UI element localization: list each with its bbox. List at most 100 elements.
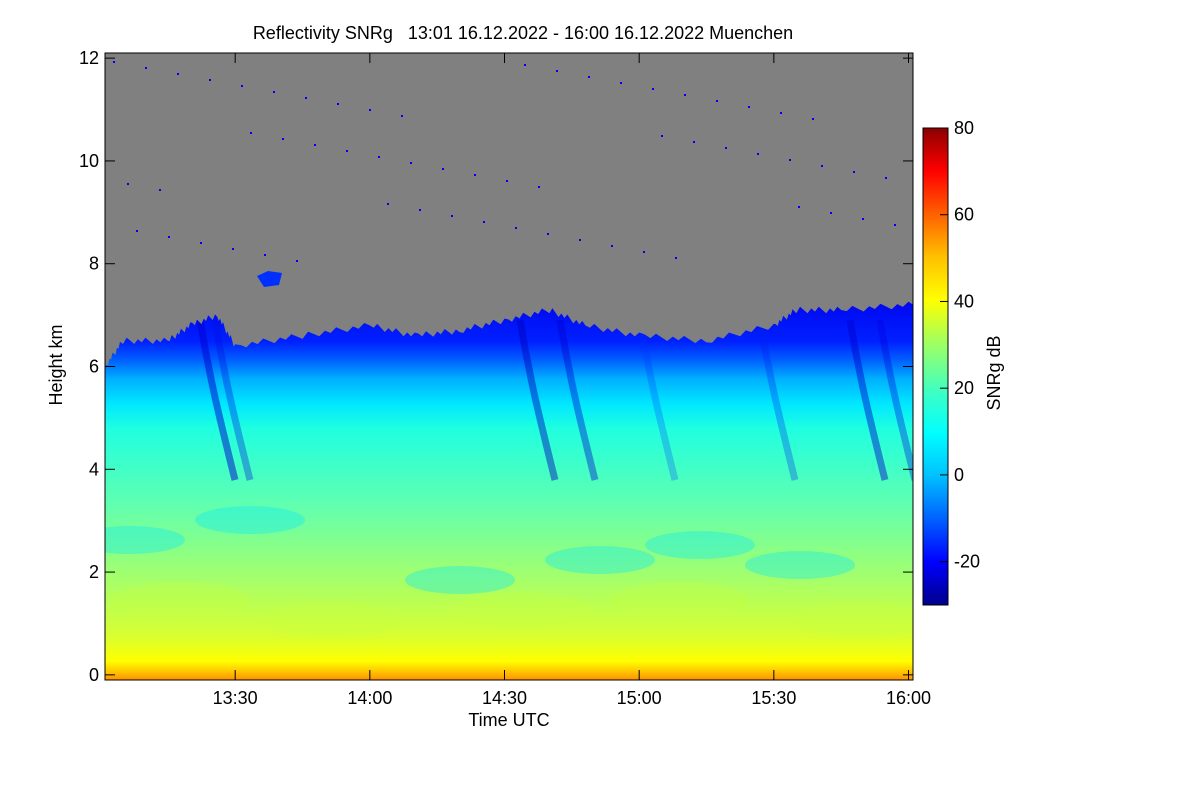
colorbar-ticks: -20 0 20 40 60 80: [940, 118, 980, 572]
noise-speck: [442, 168, 444, 170]
noise-speck: [684, 94, 686, 96]
noise-speck: [113, 61, 115, 63]
y-tick-label: 4: [89, 459, 99, 479]
noise-speck: [127, 183, 129, 185]
noise-speck: [401, 115, 403, 117]
noise-speck: [725, 147, 727, 149]
noise-speck: [451, 215, 453, 217]
noise-speck: [282, 138, 284, 140]
noise-speck: [821, 165, 823, 167]
colorbar-tick-label: -20: [954, 552, 980, 572]
noise-speck: [716, 100, 718, 102]
cyan-patch: [405, 566, 515, 594]
noise-speck: [273, 91, 275, 93]
noise-speck: [643, 251, 645, 253]
noise-speck: [387, 203, 389, 205]
colorbar: -20 0 20 40 60 80 SNRg dB: [922, 118, 1004, 606]
y-tick-label: 12: [79, 48, 99, 68]
noise-speck: [177, 73, 179, 75]
noise-speck: [547, 233, 549, 235]
noise-speck: [894, 224, 896, 226]
noise-speck: [524, 64, 526, 66]
fall-streak: [516, 319, 559, 481]
yellow-green-patch: [790, 602, 913, 638]
noise-speck: [200, 242, 202, 244]
fall-streak: [756, 319, 799, 481]
noise-speck: [346, 150, 348, 152]
colorbar-tick-label: 40: [954, 291, 974, 311]
noise-speck: [538, 186, 540, 188]
echo-region: [105, 301, 913, 680]
noise-speck: [168, 236, 170, 238]
noise-speck: [675, 257, 677, 259]
fall-streak: [556, 319, 599, 481]
fall-streak: [196, 319, 239, 481]
fall-streak: [636, 319, 679, 481]
noise-speck: [620, 82, 622, 84]
cyan-patch: [105, 526, 185, 554]
noise-speck: [410, 162, 412, 164]
noise-speck: [798, 206, 800, 208]
noise-speck: [830, 212, 832, 214]
y-tick-label: 8: [89, 254, 99, 274]
noise-speck: [337, 103, 339, 105]
x-tick-label: 15:30: [751, 688, 796, 708]
x-tick-label: 14:00: [347, 688, 392, 708]
noise-speck: [693, 141, 695, 143]
fall-streaks: [105, 319, 913, 638]
colorbar-tick-label: 80: [954, 118, 974, 138]
colorbar-tick-label: 60: [954, 205, 974, 225]
noise-speck: [378, 156, 380, 158]
noise-speck: [757, 153, 759, 155]
x-axis-label: Time UTC: [468, 710, 549, 730]
x-tick-label: 16:00: [886, 688, 931, 708]
cyan-patch: [195, 506, 305, 534]
colorbar-scale: [922, 127, 949, 606]
noise-speck: [305, 97, 307, 99]
plot-area: [105, 53, 913, 680]
fall-streak: [876, 319, 913, 481]
noise-specks: [113, 61, 896, 287]
noise-speck: [661, 135, 663, 137]
noise-speck: [145, 67, 147, 69]
cyan-patch: [545, 546, 655, 574]
noise-speck: [588, 76, 590, 78]
cyan-patch: [745, 551, 855, 579]
noise-speck: [241, 85, 243, 87]
isolated-echo: [257, 271, 282, 287]
y-tick-label: 10: [79, 151, 99, 171]
y-tick-label: 2: [89, 562, 99, 582]
noise-speck: [250, 132, 252, 134]
yellow-green-patch: [260, 602, 400, 638]
noise-speck: [652, 88, 654, 90]
chart-title: Reflectivity SNRg 13:01 16.12.2022 - 16:…: [253, 23, 793, 43]
noise-speck: [780, 112, 782, 114]
noise-speck: [506, 180, 508, 182]
x-tick-label: 14:30: [482, 688, 527, 708]
noise-speck: [483, 221, 485, 223]
colorbar-label: SNRg dB: [984, 335, 1004, 410]
noise-speck: [611, 245, 613, 247]
noise-speck: [136, 230, 138, 232]
yellow-green-patch: [450, 592, 590, 628]
noise-speck: [853, 171, 855, 173]
noise-speck: [314, 144, 316, 146]
colorbar-tick-label: 0: [954, 465, 964, 485]
noise-speck: [862, 218, 864, 220]
noise-speck: [264, 254, 266, 256]
noise-speck: [515, 227, 517, 229]
noise-speck: [474, 174, 476, 176]
noise-speck: [209, 79, 211, 81]
y-axis: 0 2 4 6 8 10 12: [79, 48, 913, 685]
noise-speck: [419, 209, 421, 211]
x-tick-label: 15:00: [617, 688, 662, 708]
noise-speck: [296, 260, 298, 262]
noise-speck: [789, 159, 791, 161]
y-axis-label: Height km: [46, 324, 66, 405]
noise-speck: [232, 248, 234, 250]
colorbar-tick-label: 20: [954, 378, 974, 398]
cyan-patch: [645, 531, 755, 559]
y-tick-label: 6: [89, 357, 99, 377]
yellow-green-patch: [610, 582, 750, 618]
